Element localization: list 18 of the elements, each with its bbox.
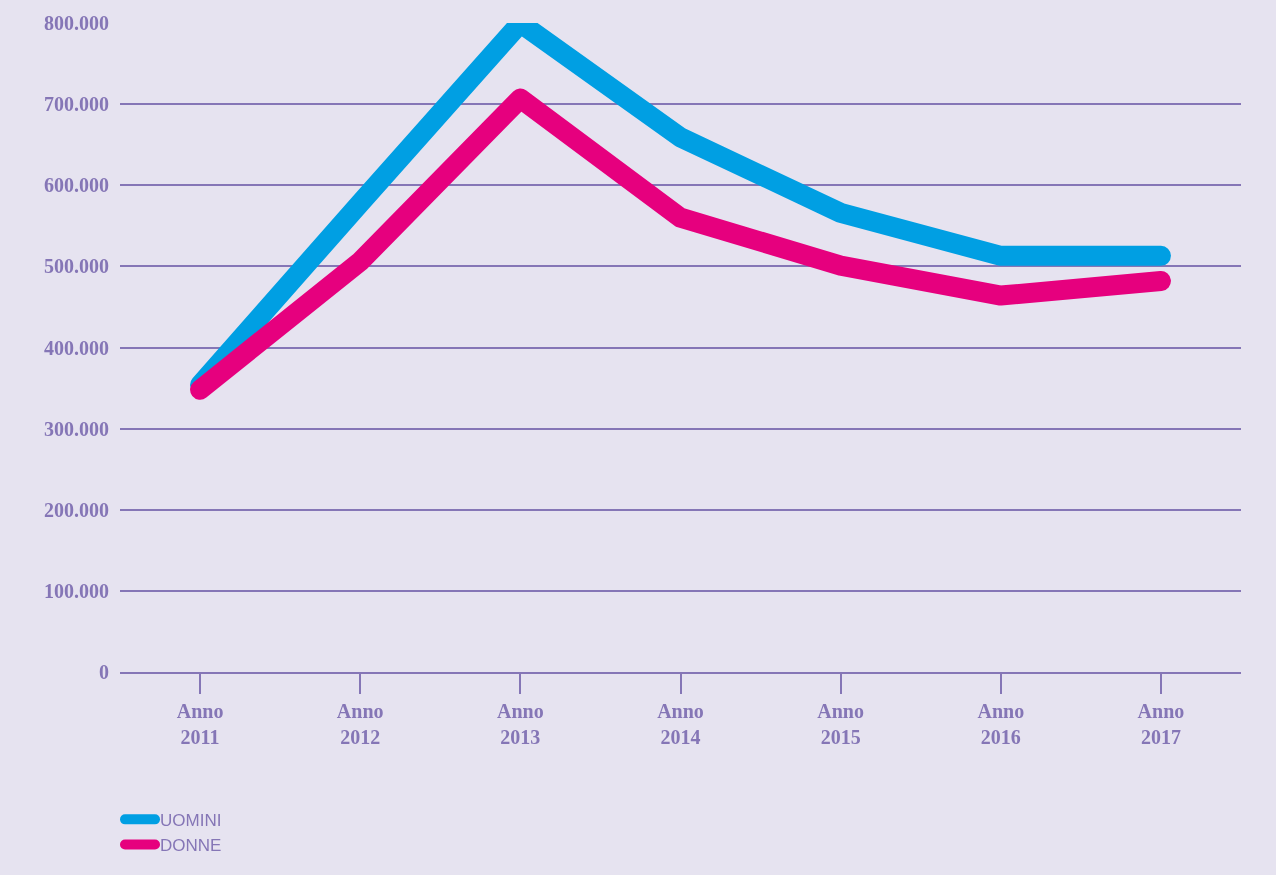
x-tick-label: Anno 2016 (977, 700, 1025, 748)
legend-label: DONNE (160, 836, 222, 856)
x-tick-label: Anno 2015 (817, 700, 864, 748)
y-tick-label: 500.000 (44, 255, 109, 278)
x-tick-label: Anno 2012 (336, 700, 384, 748)
y-tick-label: 400.000 (44, 336, 109, 359)
x-tick-label: Anno 2014 (657, 700, 704, 748)
y-tick-label: 0 (99, 661, 109, 683)
x-tick-label: Anno 2011 (176, 700, 224, 748)
y-tick-label: 100.000 (44, 579, 109, 602)
y-tick-label: 200.000 (44, 498, 109, 521)
legend-label: UOMINI (160, 810, 222, 830)
y-tick-label: 700.000 (44, 93, 109, 116)
x-tick-label: Anno 2017 (1137, 700, 1185, 748)
y-tick-label: 600.000 (44, 174, 109, 197)
y-tick-label: 300.000 (44, 417, 109, 440)
x-tick-label: Anno 2013 (497, 700, 544, 748)
y-tick-label: 800.000 (44, 12, 109, 34)
